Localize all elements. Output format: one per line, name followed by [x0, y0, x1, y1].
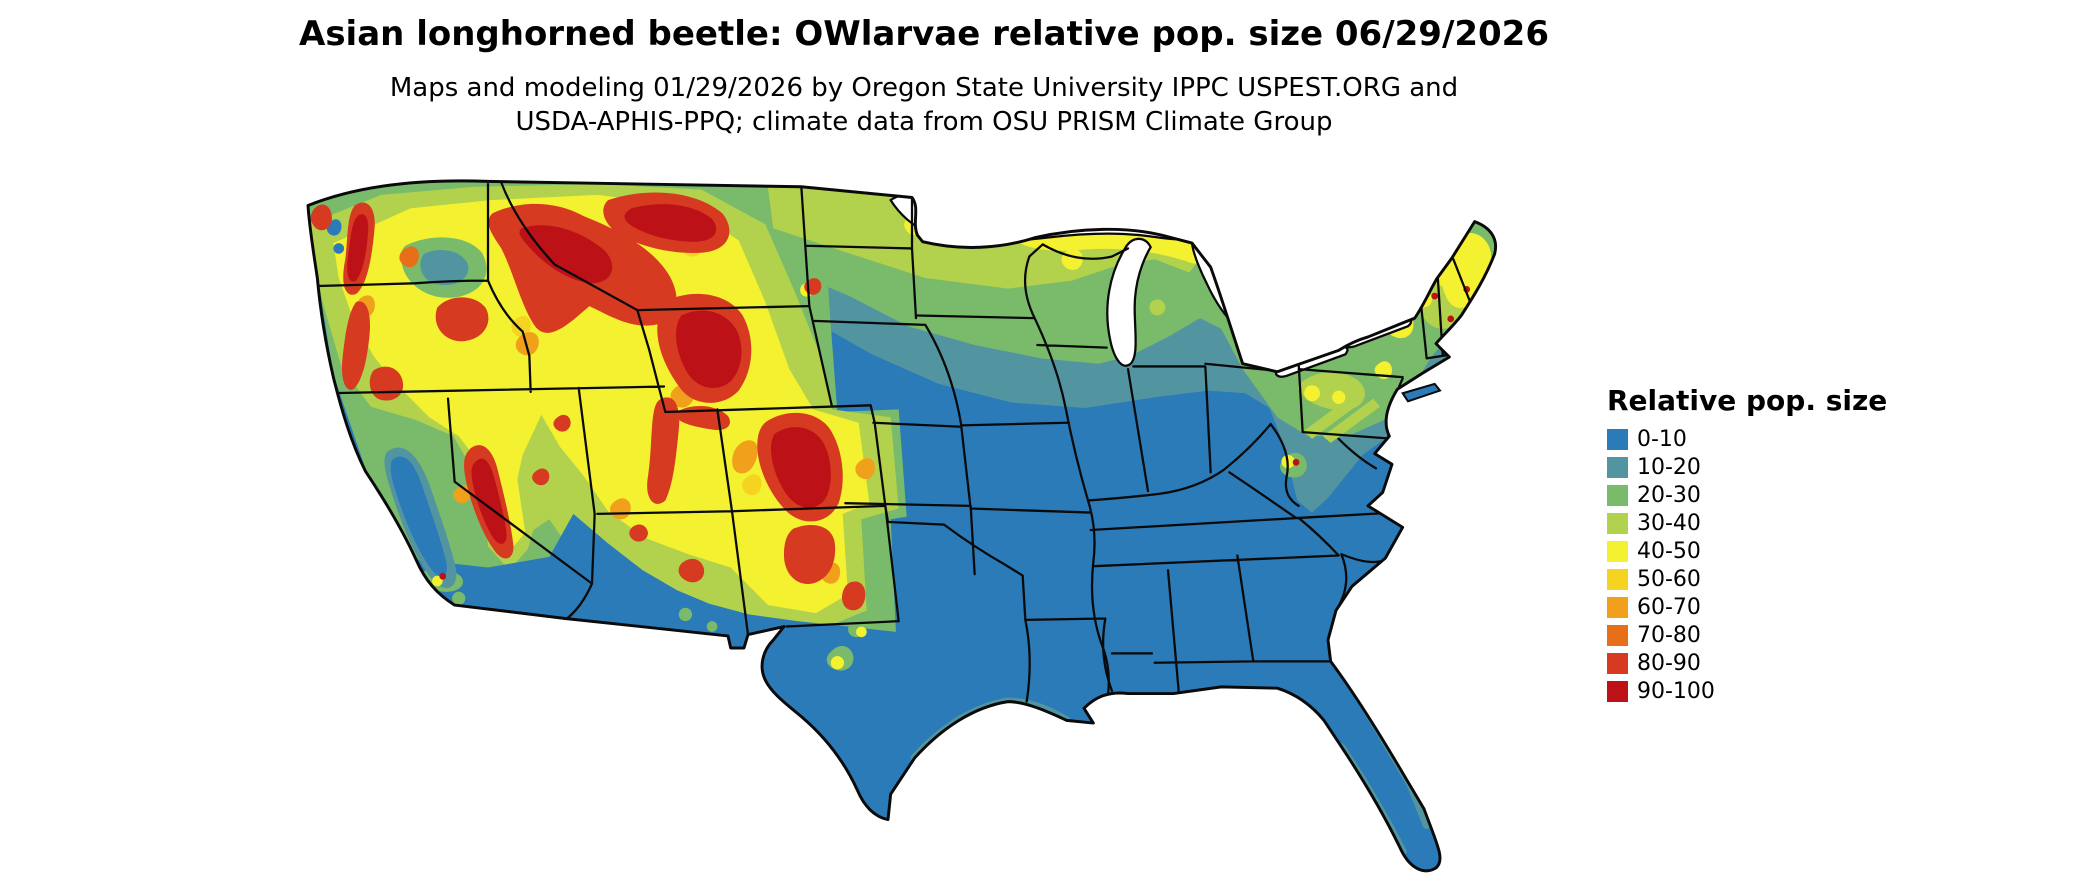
- legend-item: 30-40: [1607, 511, 1887, 536]
- legend-item: 60-70: [1607, 595, 1887, 620]
- legend-item-label: 50-60: [1637, 566, 1701, 592]
- legend-item-label: 0-10: [1637, 426, 1687, 452]
- map-layer-desert-repaint-0-10: [326, 219, 899, 646]
- map-header: Asian longhorned beetle: OWlarvae relati…: [0, 14, 1848, 140]
- state-boundaries: [316, 181, 1475, 706]
- legend-title: Relative pop. size: [1607, 384, 1888, 417]
- legend-item: 80-90: [1607, 651, 1887, 676]
- legend-swatch-icon: [1607, 597, 1628, 618]
- legend-swatch-icon: [1607, 625, 1628, 646]
- legend-swatch-icon: [1607, 569, 1628, 590]
- legend-swatch-icon: [1607, 429, 1628, 450]
- page-subtitle-line2: USDA-APHIS-PPQ; climate data from OSU PR…: [515, 106, 1333, 137]
- legend-item-label: 30-40: [1637, 510, 1701, 536]
- legend-item-label: 80-90: [1637, 650, 1701, 676]
- legend-swatch-icon: [1607, 681, 1628, 702]
- legend-item-label: 90-100: [1637, 678, 1715, 704]
- page-subtitle-line1: Maps and modeling 01/29/2026 by Oregon S…: [389, 73, 1459, 103]
- legend-swatch-icon: [1607, 513, 1628, 534]
- legend-item-label: 40-50: [1637, 538, 1701, 564]
- legend-item-label: 20-30: [1637, 482, 1701, 508]
- legend-swatch-icon: [1607, 485, 1628, 506]
- legend-item: 50-60: [1607, 567, 1887, 592]
- legend-swatch-icon: [1607, 457, 1628, 478]
- legend-item-label: 60-70: [1637, 594, 1701, 620]
- legend-item: 40-50: [1607, 539, 1887, 564]
- legend-item-label: 70-80: [1637, 622, 1701, 648]
- legend-item: 20-30: [1607, 483, 1887, 508]
- legend-item-label: 10-20: [1637, 454, 1701, 480]
- long-island: [1401, 382, 1442, 403]
- legend-item: 70-80: [1607, 623, 1887, 648]
- legend-item: 0-10: [1607, 427, 1887, 452]
- us-outline: [306, 179, 1498, 873]
- legend-item: 10-20: [1607, 455, 1887, 480]
- map-layer-central-valley-0-10: [390, 456, 447, 578]
- us-map: [288, 168, 1568, 892]
- legend-swatch-icon: [1607, 653, 1628, 674]
- legend-item: 90-100: [1607, 679, 1887, 704]
- legend-swatch-icon: [1607, 541, 1628, 562]
- map-legend: Relative pop. size 0-10 10-20 20-30 30-4…: [1607, 384, 1887, 707]
- page-title: Asian longhorned beetle: OWlarvae relati…: [299, 14, 1549, 54]
- us-map-svg: [306, 179, 1498, 873]
